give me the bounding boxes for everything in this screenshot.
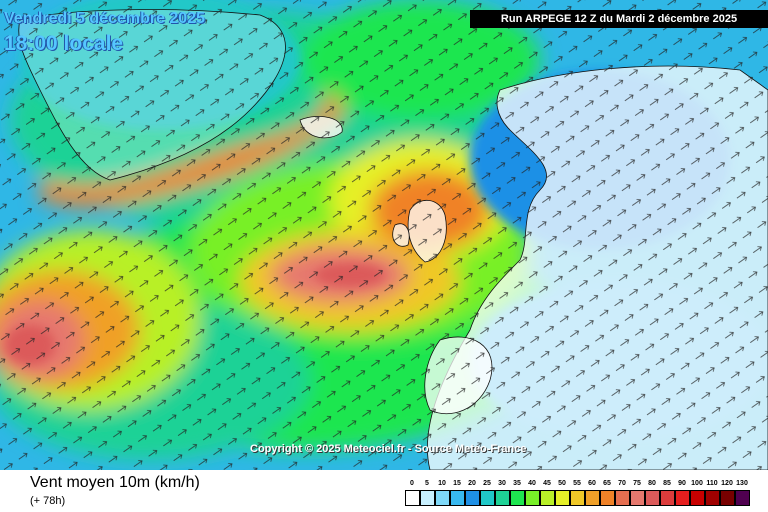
legend-color-box	[405, 490, 420, 506]
legend-color-box	[525, 490, 540, 506]
legend-label: 75	[633, 480, 641, 487]
legend-color-box	[570, 490, 585, 506]
legend-color-box	[600, 490, 615, 506]
legend-color-box	[480, 490, 495, 506]
variable-title: Vent moyen 10m (km/h)	[30, 474, 200, 491]
legend-label: 15	[453, 480, 461, 487]
legend-label: 5	[425, 480, 429, 487]
legend-color-box	[540, 490, 555, 506]
legend-label: 80	[648, 480, 656, 487]
legend-color-box	[615, 490, 630, 506]
legend-label: 120	[721, 480, 733, 487]
copyright-notice: Copyright © 2025 Meteociel.fr - Source M…	[250, 443, 527, 455]
legend-color-box	[510, 490, 525, 506]
legend-label: 20	[468, 480, 476, 487]
wind-map: Vendredi 5 décembre 2025 18:00 locale Ru…	[0, 0, 768, 470]
legend-color-box	[585, 490, 600, 506]
legend-labels: 0 5 10 15 20 25 30 35 40 45 50 55 60 65 70 75 80 85 90 100 1…	[405, 479, 765, 489]
legend-label: 70	[618, 480, 626, 487]
legend-label: 130	[736, 480, 748, 487]
forecast-time: 18:00 locale	[4, 32, 124, 55]
legend-label: 85	[663, 480, 671, 487]
legend-label: 60	[588, 480, 596, 487]
legend-label: 40	[528, 480, 536, 487]
legend-color-box	[495, 490, 510, 506]
legend-color-box	[450, 490, 465, 506]
legend-color-box	[720, 490, 735, 506]
legend-label: 0	[410, 480, 414, 487]
footer: Vent moyen 10m (km/h) (+ 78h) 0 5 10 15 20 25…	[0, 470, 768, 512]
legend-label: 65	[603, 480, 611, 487]
legend-color-box	[645, 490, 660, 506]
wind-field-svg	[0, 0, 768, 470]
legend-color-box	[735, 490, 750, 506]
legend-color-scale	[405, 490, 755, 506]
legend-color-box	[630, 490, 645, 506]
legend-label: 35	[513, 480, 521, 487]
legend-label: 45	[543, 480, 551, 487]
legend-color-box	[555, 490, 570, 506]
legend-color-box	[465, 490, 480, 506]
legend-color-box	[660, 490, 675, 506]
forecast-date: Vendredi 5 décembre 2025	[4, 10, 205, 27]
legend-color-box	[690, 490, 705, 506]
wind-arrows	[0, 0, 768, 470]
legend-label: 25	[483, 480, 491, 487]
run-info: Run ARPEGE 12 Z du Mardi 2 décembre 2025	[470, 10, 768, 28]
legend-color-box	[435, 490, 450, 506]
lead-time: (+ 78h)	[30, 495, 66, 507]
legend-color-box	[420, 490, 435, 506]
legend-label: 100	[691, 480, 703, 487]
legend-label: 10	[438, 480, 446, 487]
legend-color-box	[675, 490, 690, 506]
legend-label: 90	[678, 480, 686, 487]
legend-label: 30	[498, 480, 506, 487]
legend-label: 55	[573, 480, 581, 487]
legend-label: 50	[558, 480, 566, 487]
legend-label: 110	[706, 480, 718, 487]
legend-color-box	[705, 490, 720, 506]
